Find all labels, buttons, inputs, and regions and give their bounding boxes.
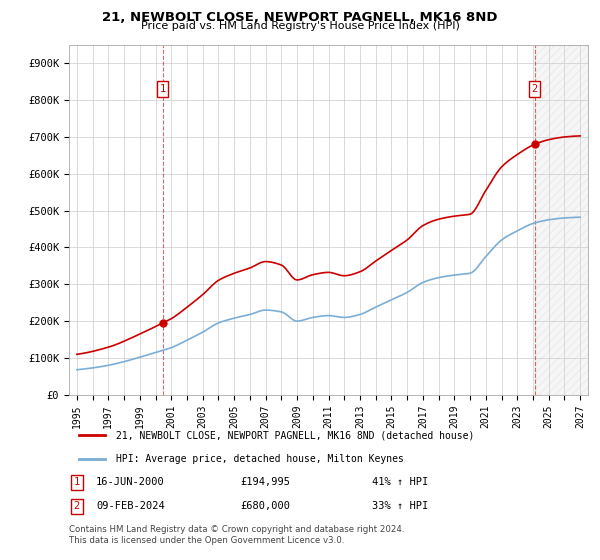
Text: Price paid vs. HM Land Registry's House Price Index (HPI): Price paid vs. HM Land Registry's House … xyxy=(140,21,460,31)
Bar xyxy=(535,45,588,395)
Text: 1: 1 xyxy=(74,477,80,487)
Text: 41% ↑ HPI: 41% ↑ HPI xyxy=(372,477,428,487)
Text: 2: 2 xyxy=(532,84,538,94)
Text: £680,000: £680,000 xyxy=(240,501,290,511)
Text: £194,995: £194,995 xyxy=(240,477,290,487)
Text: 16-JUN-2000: 16-JUN-2000 xyxy=(96,477,165,487)
Text: 2: 2 xyxy=(74,501,80,511)
Text: 21, NEWBOLT CLOSE, NEWPORT PAGNELL, MK16 8ND: 21, NEWBOLT CLOSE, NEWPORT PAGNELL, MK16… xyxy=(102,11,498,24)
Text: 33% ↑ HPI: 33% ↑ HPI xyxy=(372,501,428,511)
Text: 21, NEWBOLT CLOSE, NEWPORT PAGNELL, MK16 8ND (detached house): 21, NEWBOLT CLOSE, NEWPORT PAGNELL, MK16… xyxy=(116,431,474,440)
Text: Contains HM Land Registry data © Crown copyright and database right 2024.
This d: Contains HM Land Registry data © Crown c… xyxy=(69,525,404,545)
Text: HPI: Average price, detached house, Milton Keynes: HPI: Average price, detached house, Milt… xyxy=(116,454,404,464)
Text: 1: 1 xyxy=(160,84,166,94)
Text: 09-FEB-2024: 09-FEB-2024 xyxy=(96,501,165,511)
